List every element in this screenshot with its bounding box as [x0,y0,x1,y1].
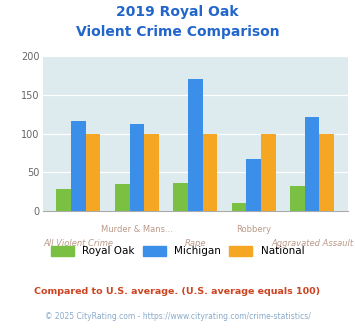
Bar [86,134,100,211]
Text: Murder & Mans...: Murder & Mans... [101,225,173,234]
Text: Compared to U.S. average. (U.S. average equals 100): Compared to U.S. average. (U.S. average … [34,287,321,296]
Text: Robbery: Robbery [236,225,271,234]
Bar [246,159,261,211]
Text: All Violent Crime: All Violent Crime [43,239,113,248]
Text: Aggravated Assault: Aggravated Assault [271,239,353,248]
Bar [188,80,203,211]
Bar [56,189,71,211]
Bar [115,184,130,211]
Bar [203,134,217,211]
Bar [71,121,86,211]
Text: Violent Crime Comparison: Violent Crime Comparison [76,25,279,39]
Text: © 2025 CityRating.com - https://www.cityrating.com/crime-statistics/: © 2025 CityRating.com - https://www.city… [45,312,310,321]
Bar [144,134,159,211]
Bar [320,134,334,211]
Bar [261,134,275,211]
Text: 2019 Royal Oak: 2019 Royal Oak [116,5,239,19]
Bar [130,123,144,211]
Bar [290,185,305,211]
Bar [232,203,246,211]
Bar [305,116,320,211]
Bar [173,182,188,211]
Text: Rape: Rape [185,239,206,248]
Legend: Royal Oak, Michigan, National: Royal Oak, Michigan, National [47,242,308,260]
